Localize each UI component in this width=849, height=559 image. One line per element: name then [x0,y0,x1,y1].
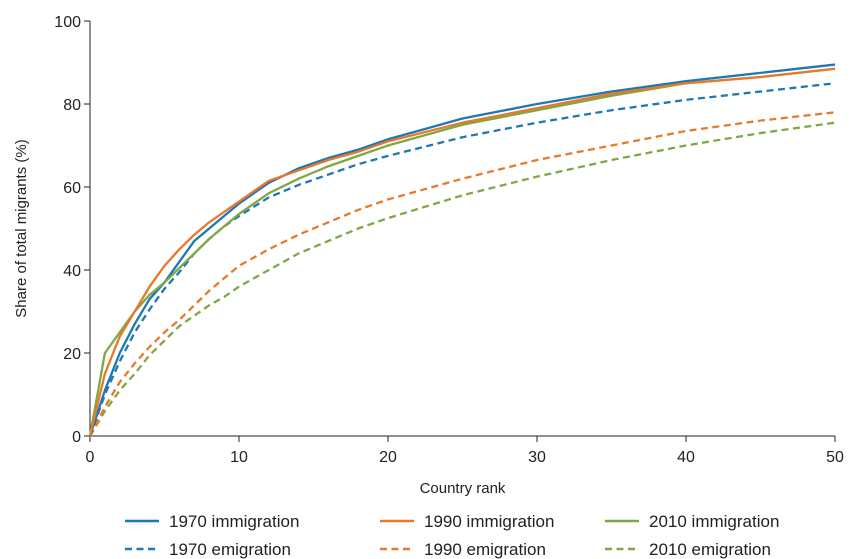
x-tick-label: 30 [528,449,546,466]
axes: 0 20 40 60 80 100 0 10 20 30 40 50 [54,14,844,466]
series-layer [88,63,836,437]
y-tick-label: 60 [63,180,81,197]
series-line-1990-emigration [88,111,836,437]
x-axis-title: Country rank [420,480,506,497]
legend-item[interactable]: 1990 immigration [380,512,554,531]
y-tick-label: 100 [54,14,81,31]
legend-item[interactable]: 2010 emigration [605,540,771,559]
legend-item[interactable]: 1990 emigration [380,540,546,559]
legend-label: 1990 emigration [424,540,546,559]
y-tick-label: 20 [63,346,81,363]
x-tick-label: 0 [86,449,95,466]
y-tick-label: 0 [72,429,81,446]
x-tick-label: 20 [379,449,397,466]
series-line-2010-emigration [89,121,836,437]
legend-label: 1970 immigration [169,512,299,531]
series-line-2010-immigration [88,67,836,437]
legend-item[interactable]: 2010 immigration [605,512,779,531]
legend-item[interactable]: 1970 emigration [125,540,291,559]
series-line-1990-immigration [88,67,836,437]
y-tick-label: 80 [63,97,81,114]
legend: 1970 immigration 1990 immigration 2010 imm… [125,512,779,559]
y-axis-title: Share of total migrants (%) [13,139,30,317]
legend-label: 2010 emigration [649,540,771,559]
legend-label: 2010 immigration [649,512,779,531]
x-tick-label: 50 [826,449,844,466]
y-tick-label: 40 [63,263,81,280]
x-tick-label: 10 [230,449,248,466]
legend-item[interactable]: 1970 immigration [125,512,299,531]
x-tick-label: 40 [677,449,695,466]
series-line-1970-emigration [88,82,836,437]
legend-label: 1990 immigration [424,512,554,531]
series-line-1970-immigration [88,63,836,437]
legend-label: 1970 emigration [169,540,291,559]
